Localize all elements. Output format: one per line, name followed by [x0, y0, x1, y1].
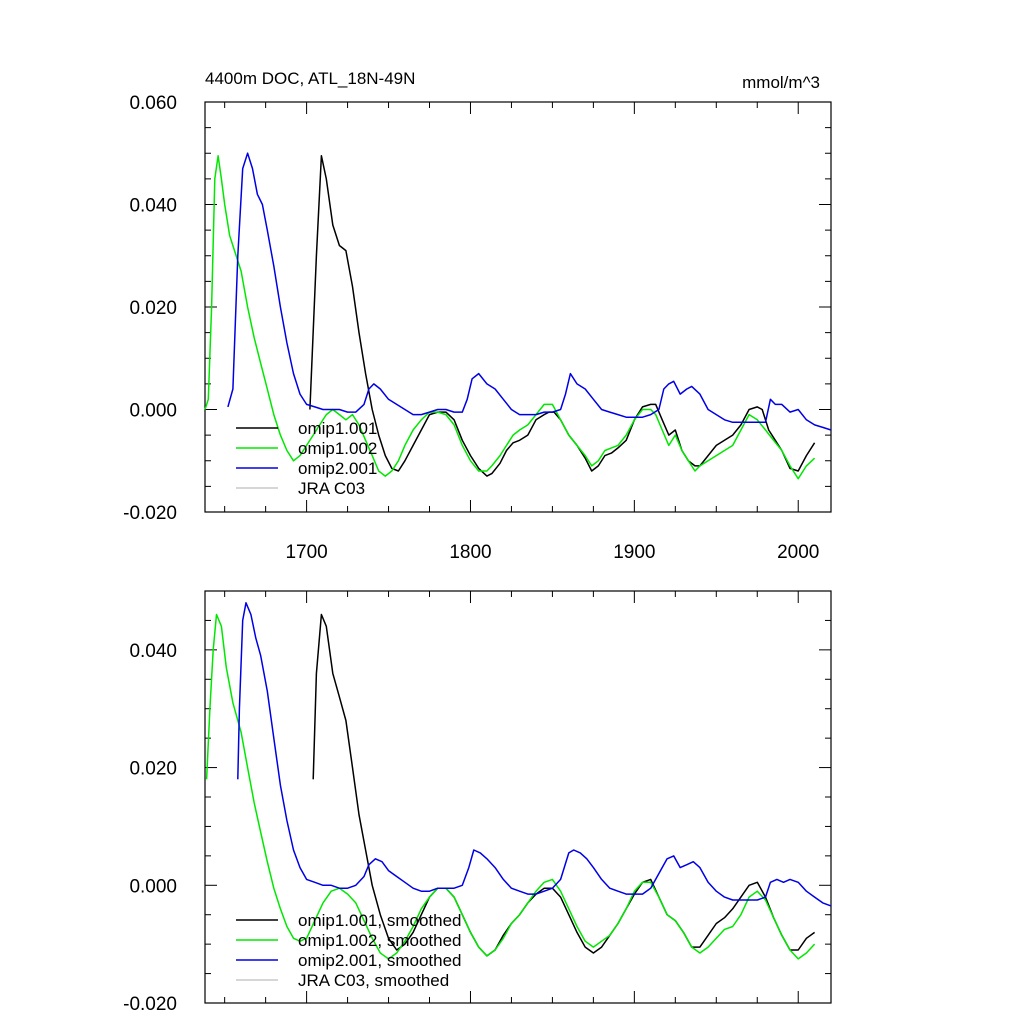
legend-label: omip1.002	[298, 439, 377, 458]
x-tick-label: 1800	[449, 542, 491, 563]
y-tick-label: 0.020	[129, 759, 177, 780]
legend-label: omip1.002, smoothed	[298, 931, 462, 950]
y-tick-label: -0.020	[123, 994, 177, 1015]
y-tick-label: -0.020	[123, 503, 177, 524]
legend-label: JRA C03	[298, 479, 365, 498]
y-tick-label: 0.000	[129, 876, 177, 897]
legend-label: omip1.001, smoothed	[298, 911, 462, 930]
y-tick-label: 0.000	[129, 401, 177, 422]
y-tick-label: 0.040	[129, 196, 177, 217]
y-tick-label: 0.020	[129, 298, 177, 319]
legend-label: JRA C03, smoothed	[298, 971, 449, 990]
x-tick-label: 2000	[777, 542, 819, 563]
legend-label: omip1.001	[298, 419, 377, 438]
series-line	[227, 152, 832, 431]
series-line	[237, 602, 832, 907]
panel-top: -0.020 0.000 0.020 0.040 0.060 1700 1800 1900 20…	[123, 93, 832, 563]
series-line	[309, 155, 816, 477]
series-line	[312, 613, 816, 957]
x-tick-label: 1700	[285, 542, 327, 563]
legend-label: omip2.001	[298, 459, 377, 478]
legend-label: omip2.001, smoothed	[298, 951, 462, 970]
x-tick-label: 1900	[613, 542, 655, 563]
y-tick-label: 0.040	[129, 641, 177, 662]
y-tick-label: 0.060	[129, 93, 177, 114]
series-line	[204, 155, 816, 480]
panel-bottom: -0.020 0.000 0.020 0.040 omip1.001, smoothed…	[123, 590, 832, 1015]
series-line	[205, 613, 816, 960]
units-label: mmol/m^3	[742, 73, 820, 92]
chart-title: 4400m DOC, ATL_18N-49N	[205, 69, 415, 88]
